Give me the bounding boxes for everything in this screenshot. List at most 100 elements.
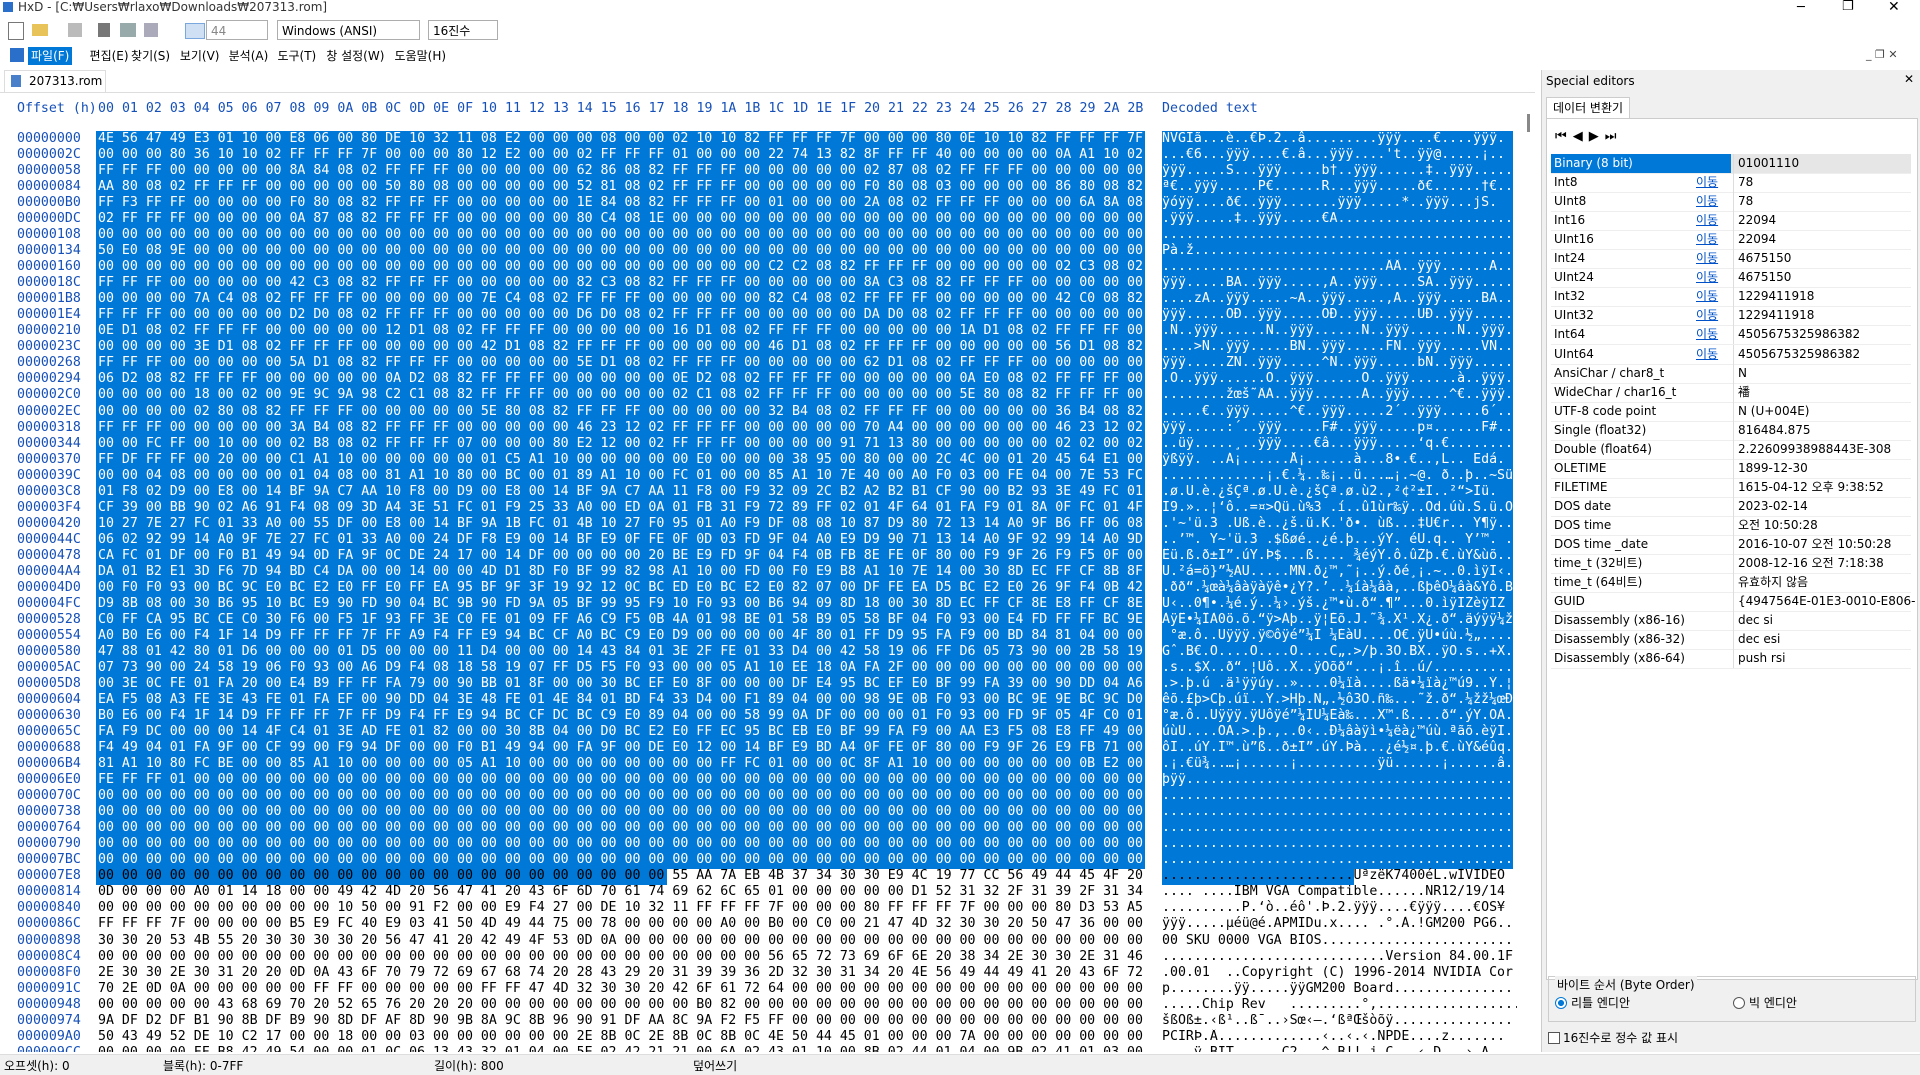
- row-text: ........................................…: [1162, 852, 1513, 868]
- mdi-buttons[interactable]: _ ❐ ✕: [1866, 48, 1898, 61]
- converter-tab[interactable]: 데이터 변환기: [1546, 97, 1631, 118]
- goto-link[interactable]: 이동: [1696, 232, 1719, 247]
- menu-item[interactable]: 파일(F): [28, 47, 73, 65]
- selection: [1162, 724, 1514, 741]
- row-offset: 00000604: [17, 692, 81, 708]
- file-tab[interactable]: 207313.rom: [4, 70, 106, 92]
- byte-order-group: 바이트 순서 (Byte Order) 리틀 엔디안 빅 엔디안: [1548, 976, 1916, 1022]
- selection: [96, 531, 1146, 549]
- cols-icon[interactable]: [185, 23, 205, 39]
- props-icon[interactable]: [144, 23, 158, 37]
- scroll-thumb[interactable]: [1527, 114, 1530, 132]
- row-bytes: FF DF FF FF 00 20 00 00 C1 A1 10 00 00 0…: [98, 451, 1144, 467]
- open-icon[interactable]: [32, 24, 48, 36]
- selection: [96, 451, 1146, 469]
- column-header: 17: [648, 101, 665, 116]
- selection: [1162, 515, 1514, 533]
- selection: [96, 611, 1146, 629]
- row-text: .Ò..ÿÿÿ......Ò..ÿÿÿ......Ò..ÿÿÿ......à..…: [1162, 371, 1513, 387]
- row-text: þÿÿ.....................................…: [1162, 772, 1513, 788]
- goto-link[interactable]: 이동: [1696, 194, 1719, 209]
- menu-item[interactable]: 분석(A): [228, 49, 269, 63]
- row-text: .>.þ.ú .ä¹ÿÿúy..»....0¼ïà....ßä•¼ïà¿™ú9.…: [1162, 676, 1513, 692]
- maximize-button[interactable]: ❐: [1842, 0, 1854, 14]
- goto-link[interactable]: 이동: [1696, 213, 1719, 228]
- row-bytes: 00 00 00 00 00 00 00 00 00 00 00 00 00 0…: [98, 227, 1144, 243]
- inspector-label: Int64: [1554, 327, 1586, 342]
- goto-link[interactable]: 이동: [1696, 251, 1719, 266]
- offset-base-box[interactable]: 16진수: [428, 20, 498, 40]
- column-header: 25: [983, 101, 1000, 116]
- inspector-label: Double (float64): [1554, 441, 1652, 456]
- selection: [96, 339, 1146, 356]
- status-bar: 오프셋(h): 0 블록(h): 0-7FF 길이(h): 800 덮어쓰기: [0, 1054, 1920, 1075]
- row-bytes: 00 00 00 00 00 00 00 00 00 00 00 00 00 0…: [98, 259, 1144, 275]
- hex-editor[interactable]: Offset (h) Decoded text 00 01 02 03 04 05 06 07…: [0, 100, 1535, 1052]
- row-bytes: FF FF FF 00 00 00 00 00 8A 84 08 02 FF F…: [98, 163, 1144, 179]
- panel-close[interactable]: ✕: [1904, 72, 1915, 86]
- row-text: Êü.ß.ð±I”.úŸ.Þ$...ß.... ¾éýŸ.ô.ûŽþ.€.ùŸ&…: [1162, 547, 1513, 563]
- menu-item[interactable]: 도움말(H): [394, 49, 447, 63]
- row-text: ÿÿÿ.....ZÑ..ÿÿÿ.....^Ñ..ÿÿÿ.....bÑ..ÿÿÿ.…: [1162, 355, 1513, 371]
- column-header: 0A: [337, 101, 354, 116]
- row-text: .ø.Ù.è.¿šÇª.ø.Ù.è.¿šÇª.ø.ù2.,²¢²±Ï..²“>I…: [1162, 483, 1498, 499]
- selection: [96, 147, 1146, 164]
- inspector-label: Int16: [1554, 213, 1586, 228]
- selection: [1162, 531, 1514, 549]
- goto-link[interactable]: 이동: [1696, 346, 1719, 361]
- row-text: NVGIã...è..€Þ.2..â.........ÿÿÿ....€....ÿ…: [1162, 131, 1506, 146]
- inspector-row: UInt64 이동 4505675325986382: [1551, 344, 1911, 365]
- row-bytes: 0D 00 00 00 A0 01 14 18 00 00 49 42 4D 2…: [98, 884, 1144, 900]
- selection: [1162, 291, 1514, 308]
- selection: [1162, 627, 1514, 645]
- nav-buttons[interactable]: ⏮◀▶⏭: [1555, 129, 1623, 144]
- row-offset: 00000084: [17, 179, 81, 195]
- row-offset: 000008F0: [17, 964, 81, 980]
- minimize-button[interactable]: ─: [1797, 0, 1805, 15]
- selection: [96, 515, 1146, 533]
- row-text: °æ.ô..Ùÿÿÿ.ÿ©ôÿé”¼Ï ¼ÉàÙ....O€.ÿÙ•úù.½„.…: [1162, 627, 1513, 643]
- row-offset: 000007E8: [17, 868, 81, 884]
- menu-item[interactable]: 편집(E): [89, 49, 129, 63]
- goto-link[interactable]: 이동: [1696, 308, 1719, 323]
- row-bytes: 70 2E 0D 0A 00 00 00 00 00 FF FF 00 00 0…: [98, 980, 1144, 996]
- selection: [1162, 419, 1514, 437]
- row-offset: 0000018C: [17, 275, 81, 291]
- row-offset: 00000528: [17, 611, 81, 627]
- row-bytes: 00 00 00 80 36 10 10 02 FF FF FF 7F 00 0…: [98, 147, 1144, 163]
- goto-link[interactable]: 이동: [1696, 270, 1719, 285]
- menu-item[interactable]: 창 설정(W): [326, 49, 385, 63]
- inspector-label: UInt24: [1554, 270, 1594, 285]
- menu-item[interactable]: 찾기(S): [131, 49, 171, 63]
- goto-link[interactable]: 이동: [1696, 175, 1719, 190]
- menu-item[interactable]: 보기(V): [179, 49, 220, 63]
- new-icon[interactable]: [8, 22, 24, 40]
- goto-link[interactable]: 이동: [1696, 327, 1719, 342]
- bytes-per-row-box[interactable]: 44: [206, 20, 268, 40]
- close-file-icon[interactable]: [98, 23, 110, 37]
- inspector-label: time_t (64비트): [1554, 575, 1643, 590]
- selection: [96, 403, 1146, 421]
- toolbar: 44 Windows (ANSI) 16진수: [0, 17, 1920, 43]
- row-offset: 00000478: [17, 547, 81, 563]
- inspector-label: UTF-8 code point: [1554, 403, 1657, 418]
- menu-item[interactable]: 도구(T): [277, 49, 317, 63]
- charset-box[interactable]: Windows (ANSI): [277, 20, 420, 40]
- selection: [96, 852, 1146, 869]
- row-text: ........................UªzëK7400éL.wÌVI…: [1162, 868, 1513, 884]
- row-bytes: AA 80 08 02 FF FF FF 00 00 00 00 00 50 8…: [98, 179, 1144, 195]
- row-offset: 000006B4: [17, 756, 81, 772]
- hex-checkbox[interactable]: [1548, 1032, 1560, 1044]
- save-icon[interactable]: [68, 23, 82, 37]
- little-endian-radio[interactable]: [1555, 997, 1567, 1009]
- row-bytes: 00 00 00 00 00 00 00 00 00 00 00 00 00 0…: [98, 836, 1144, 852]
- print-icon[interactable]: [120, 23, 136, 37]
- selection: [1162, 868, 1354, 885]
- goto-link[interactable]: 이동: [1696, 289, 1719, 304]
- inspector-value: {4947564E-01E3-0010-E806-00: [1733, 592, 1916, 612]
- selection: [96, 227, 1146, 244]
- close-button[interactable]: ✕: [1888, 0, 1900, 15]
- big-endian-radio[interactable]: [1733, 997, 1745, 1009]
- inspector-row: UInt16 이동 22094: [1551, 230, 1911, 251]
- inspector-value: 襎: [1733, 382, 1916, 402]
